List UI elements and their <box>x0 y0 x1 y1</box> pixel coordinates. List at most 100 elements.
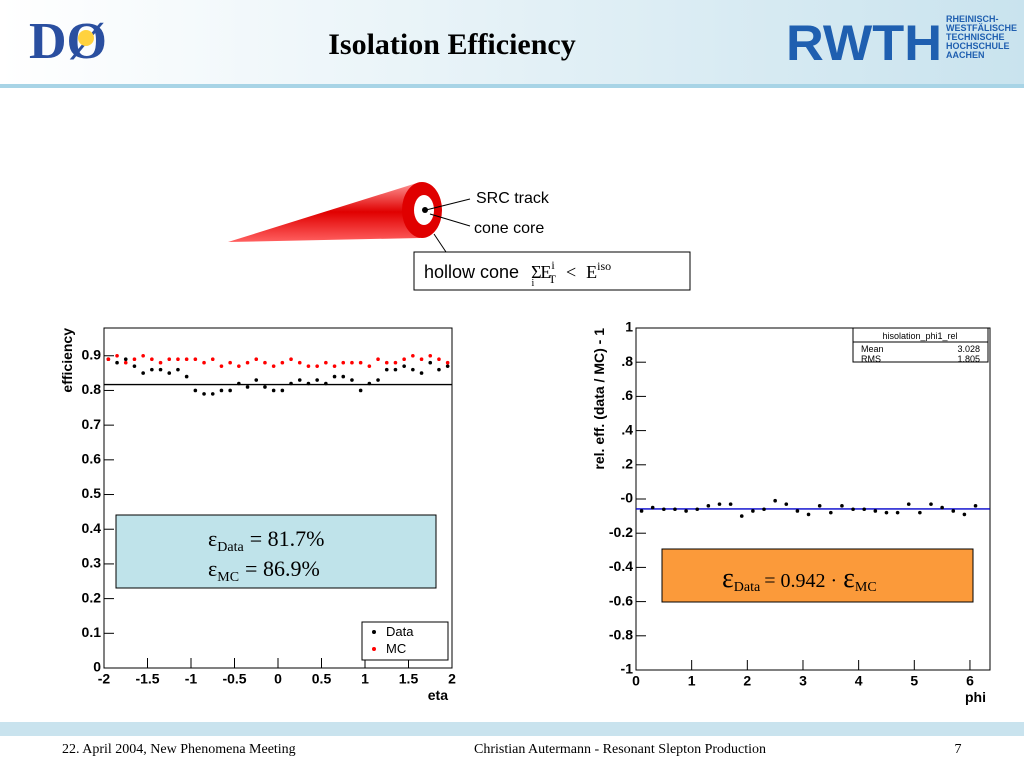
data-point <box>962 512 967 517</box>
plot-frame <box>103 327 453 669</box>
data-point <box>324 381 328 386</box>
header-rule <box>0 84 1024 88</box>
data-point <box>437 367 441 372</box>
label-cone-core: cone core <box>474 220 544 237</box>
data-point <box>237 364 241 368</box>
logo-right-lines: RHEINISCH-WESTFÄLISCHETECHNISCHEHOCHSCHU… <box>946 14 1017 60</box>
data-point <box>376 357 380 362</box>
data-point <box>376 378 380 382</box>
logo-star <box>78 30 94 46</box>
footer-left: 22. April 2004, New Phenomena Meeting <box>62 742 296 757</box>
data-point <box>280 360 285 365</box>
y-tick-label: 0.7 <box>82 416 102 432</box>
x-axis-label: phi <box>965 689 986 705</box>
x-tick-label: -2 <box>98 671 111 687</box>
data-point <box>271 364 276 368</box>
x-tick-label: 6 <box>966 673 974 689</box>
data-point <box>306 364 311 368</box>
stats-box <box>852 327 989 363</box>
data-point <box>884 510 889 515</box>
data-point <box>176 357 180 362</box>
data-point <box>639 509 644 513</box>
y-tick-label: .6 <box>621 387 633 403</box>
data-point <box>193 388 198 393</box>
data-point <box>184 374 189 379</box>
x-tick-label: -1.5 <box>135 671 159 687</box>
data-point <box>245 360 250 365</box>
data-point <box>428 353 433 358</box>
epsilon: ε <box>843 563 855 594</box>
data-point <box>228 388 232 393</box>
data-point <box>132 364 137 368</box>
data-point <box>297 360 302 365</box>
data-point <box>684 509 688 513</box>
y-tick-label: 0.3 <box>82 555 102 571</box>
data-point <box>728 502 733 506</box>
annotation-box <box>661 548 974 603</box>
subscript: MC <box>217 570 239 585</box>
logo-right: RWTH <box>786 15 942 71</box>
data-point <box>419 371 424 375</box>
y-tick-label: .8 <box>621 353 633 369</box>
data-point <box>662 507 666 512</box>
formula-e-sup: i <box>551 258 555 272</box>
y-tick-label: 0 <box>93 659 101 675</box>
data-point <box>115 353 119 358</box>
y-tick-label: -0 <box>621 490 634 506</box>
y-tick-label: -1 <box>621 661 634 677</box>
data-point <box>762 507 766 512</box>
data-point <box>123 357 128 362</box>
epsilon: ε <box>208 526 217 551</box>
y-tick-label: 0.6 <box>82 451 102 467</box>
data-point <box>150 357 154 362</box>
y-tick-label: -0.6 <box>609 592 633 608</box>
formula-label: hollow cone <box>424 262 519 282</box>
stats-name: RMS <box>861 354 881 364</box>
data-point <box>393 367 398 372</box>
annotation: εData = 81.7% <box>208 526 324 555</box>
data-point <box>245 385 250 389</box>
data-point <box>158 367 163 372</box>
data-point <box>411 353 415 358</box>
data-point <box>384 360 389 365</box>
data-point <box>437 357 441 362</box>
formula-sum-sub: i <box>532 278 535 289</box>
logo-left: DØ <box>29 13 107 70</box>
x-tick-label: 0 <box>274 671 282 687</box>
data-point <box>306 381 311 386</box>
footer-page: 7 <box>955 742 962 757</box>
data-point <box>358 360 363 365</box>
formula-rhs: E <box>586 262 597 282</box>
data-point <box>419 357 424 362</box>
data-point <box>402 364 406 368</box>
footer-center: Christian Autermann - Resonant Slepton P… <box>474 742 766 757</box>
plot-frame <box>635 327 991 671</box>
data-point <box>367 381 372 386</box>
data-point <box>289 381 293 386</box>
data-point <box>297 378 302 382</box>
data-point <box>141 371 145 375</box>
formula-lt: < <box>566 262 576 282</box>
data-point <box>817 504 822 508</box>
data-point <box>973 504 978 508</box>
data-point <box>445 360 450 365</box>
value-text: = 0.942 · <box>764 570 837 592</box>
data-point <box>106 357 111 362</box>
formula-sum: Σ <box>531 262 541 282</box>
data-point <box>202 392 206 396</box>
data-point <box>717 502 722 506</box>
y-tick-label: 0.2 <box>82 589 102 605</box>
stats-title: hisolation_phi1_rel <box>882 331 957 341</box>
formula-e-sub: T <box>549 272 557 286</box>
data-point <box>341 374 346 379</box>
data-point <box>795 509 800 513</box>
x-tick-label: 3 <box>799 673 807 689</box>
y-tick-label: .4 <box>621 421 633 437</box>
x-tick-label: 0 <box>632 673 640 689</box>
data-point <box>695 507 700 512</box>
y-tick-label: 1 <box>625 319 633 335</box>
stats-name: Mean <box>861 344 884 354</box>
data-point <box>289 357 293 362</box>
